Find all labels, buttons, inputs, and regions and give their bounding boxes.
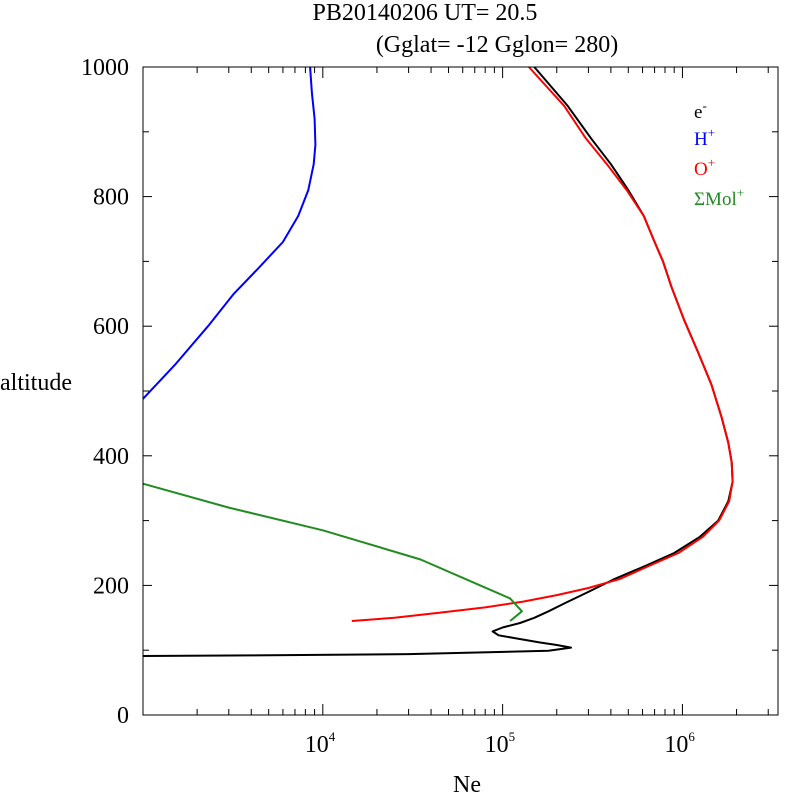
y-tick-label: 0 bbox=[117, 703, 129, 729]
series-line-mol bbox=[142, 482, 523, 622]
chart-title-line1: PB20140206 UT= 20.5 bbox=[313, 0, 538, 26]
axis-ticks: 0 200 400 600 800 1000 104 105 106 bbox=[81, 55, 778, 758]
legend: e-H+ O+ ΣMol+ bbox=[694, 98, 744, 210]
y-tick-label: 800 bbox=[93, 185, 129, 211]
x-tick-label: 105 bbox=[485, 729, 515, 758]
legend-entry: H+ bbox=[694, 125, 715, 150]
x-tick-label: 106 bbox=[664, 729, 695, 758]
legend-entry: e- bbox=[694, 98, 707, 123]
y-tick-label: 400 bbox=[93, 444, 129, 470]
series-line-o bbox=[351, 66, 734, 622]
plot-frame bbox=[142, 66, 779, 716]
legend-entry: ΣMol+ bbox=[694, 185, 744, 210]
x-axis-label: Ne bbox=[453, 772, 481, 796]
y-tick-label: 600 bbox=[93, 314, 129, 340]
legend-entry: O+ bbox=[694, 155, 715, 180]
chart-title-line2: (Gglat= -12 Gglon= 280) bbox=[376, 32, 618, 58]
x-tick-label: 104 bbox=[305, 729, 336, 758]
y-tick-label: 1000 bbox=[81, 55, 129, 81]
series-line-h bbox=[142, 66, 317, 400]
series-layer bbox=[142, 66, 734, 657]
y-tick-label: 200 bbox=[93, 573, 129, 599]
y-axis-label: altitude bbox=[0, 370, 72, 396]
